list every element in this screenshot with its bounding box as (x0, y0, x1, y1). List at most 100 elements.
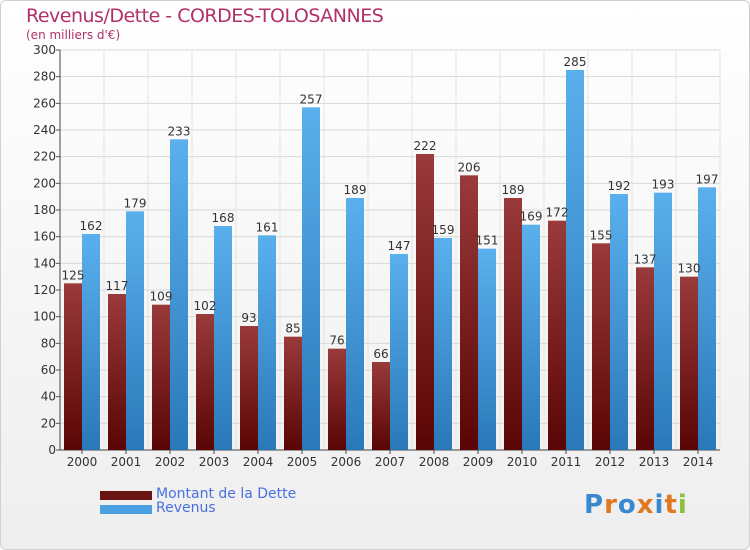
bar-revenus (654, 192, 672, 450)
logo-letter: x (636, 490, 655, 520)
data-label-dette: 172 (546, 206, 569, 220)
bar-revenus (434, 238, 452, 450)
data-label-dette: 66 (373, 347, 388, 361)
x-tick-label: 2001 (111, 455, 142, 469)
bar-revenus (170, 139, 188, 451)
x-tick-label: 2006 (331, 455, 362, 469)
chart-title: Revenus/Dette - CORDES-TOLOSANNES (26, 5, 384, 27)
data-label-revenus: 151 (476, 234, 499, 248)
x-tick-label: 2012 (595, 455, 626, 469)
chart-subtitle: (en milliers d'€) (26, 28, 121, 42)
y-tick-label: 300 (33, 43, 56, 57)
x-tick-label: 2000 (67, 455, 98, 469)
bar-revenus (302, 107, 320, 450)
x-tick-label: 2008 (419, 455, 450, 469)
x-tick-label: 2002 (155, 455, 186, 469)
data-label-dette: 117 (106, 279, 129, 293)
data-label-revenus: 193 (652, 178, 675, 192)
y-tick-label: 120 (33, 283, 56, 297)
y-tick-label: 260 (33, 96, 56, 110)
logo-letter: o (617, 490, 637, 520)
bar-dette (504, 198, 522, 450)
y-tick-label: 80 (41, 336, 56, 350)
data-label-revenus: 147 (388, 239, 411, 253)
bar-revenus (522, 224, 540, 450)
bar-revenus (566, 70, 584, 450)
data-label-revenus: 285 (564, 55, 587, 69)
y-tick-label: 280 (33, 70, 56, 84)
bar-dette (548, 220, 566, 450)
bar-dette (108, 294, 126, 450)
bar-dette (460, 175, 478, 451)
data-label-dette: 206 (458, 160, 481, 174)
data-label-revenus: 189 (344, 183, 367, 197)
x-tick-label: 2010 (507, 455, 538, 469)
bar-revenus (258, 235, 276, 450)
data-label-dette: 189 (502, 183, 525, 197)
x-tick-label: 2003 (199, 455, 230, 469)
data-label-dette: 93 (241, 311, 256, 325)
bar-revenus (698, 187, 716, 451)
y-tick-label: 100 (33, 310, 56, 324)
y-tick-label: 40 (41, 390, 56, 404)
bar-dette (284, 336, 302, 450)
bar-dette (328, 348, 346, 450)
data-label-dette: 76 (329, 334, 344, 348)
data-label-dette: 102 (194, 299, 217, 313)
x-tick-label: 2011 (551, 455, 582, 469)
data-label-dette: 130 (678, 262, 701, 276)
y-tick-label: 180 (33, 203, 56, 217)
logo-letter: t (664, 490, 678, 520)
y-tick-label: 20 (41, 416, 56, 430)
bar-dette (152, 304, 170, 450)
data-label-revenus: 257 (300, 92, 323, 106)
data-label-revenus: 192 (608, 179, 631, 193)
logo-letter: i (654, 490, 665, 520)
bar-revenus (390, 254, 408, 450)
x-tick-label: 2004 (243, 455, 274, 469)
data-label-revenus: 168 (212, 211, 235, 225)
data-label-dette: 155 (590, 228, 613, 242)
data-label-revenus: 159 (432, 223, 455, 237)
legend-label-dette: Montant de la Dette (156, 486, 297, 502)
x-tick-label: 2009 (463, 455, 494, 469)
bar-dette (196, 314, 214, 450)
data-label-revenus: 162 (80, 219, 103, 233)
bar-dette (680, 276, 698, 450)
bar-dette (372, 362, 390, 450)
data-label-revenus: 161 (256, 220, 279, 234)
legend-swatch-dette (100, 491, 152, 500)
bar-revenus (214, 226, 232, 450)
y-tick-label: 140 (33, 256, 56, 270)
data-label-revenus: 169 (520, 210, 543, 224)
y-tick-label: 220 (33, 150, 56, 164)
data-label-dette: 109 (150, 290, 173, 304)
y-tick-label: 0 (48, 443, 56, 457)
bar-dette (416, 154, 434, 450)
proxiti-logo: Proxiti (584, 490, 688, 520)
bar-revenus (126, 211, 144, 450)
value-labels: 125 162 117 179 109 233 102 168 93 161 85 257 76 189 6… (62, 55, 719, 361)
y-tick-label: 60 (41, 363, 56, 377)
x-tick-label: 2007 (375, 455, 406, 469)
bar-revenus (478, 248, 496, 450)
bar-dette (240, 326, 258, 450)
logo-letter: i (677, 490, 688, 520)
data-label-dette: 125 (62, 268, 85, 282)
legend-swatch-revenus (100, 505, 152, 514)
data-label-dette: 222 (414, 139, 437, 153)
legend-label-revenus: Revenus (156, 500, 216, 516)
data-label-dette: 137 (634, 252, 657, 266)
x-tick-label: 2013 (639, 455, 670, 469)
axes: 0 20 40 60 80 100 120 140 160 180 200 220 240 260 280 3… (33, 43, 720, 469)
y-tick-label: 160 (33, 230, 56, 244)
bar-revenus (610, 194, 628, 450)
x-tick-label: 2005 (287, 455, 318, 469)
bar-dette (592, 243, 610, 450)
bar-dette (64, 283, 82, 450)
logo-letter: P (584, 490, 605, 520)
logo-letter: r (604, 490, 618, 520)
data-label-revenus: 233 (168, 124, 191, 138)
bar-dette (636, 267, 654, 450)
